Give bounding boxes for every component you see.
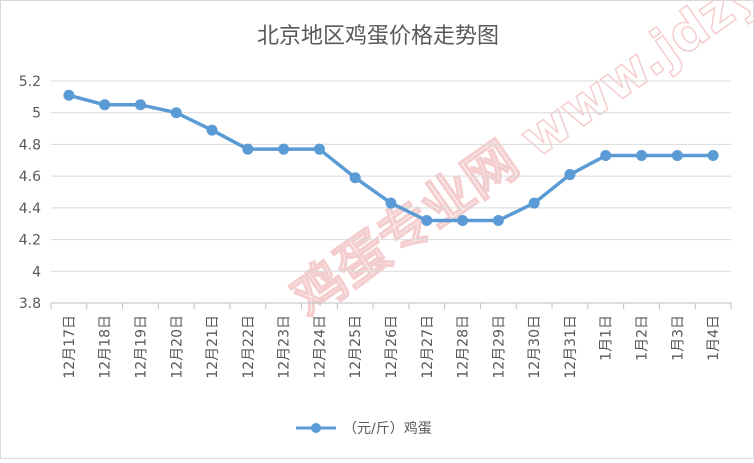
x-tick-label: 12月21日 [205, 315, 221, 379]
data-point[interactable] [206, 124, 218, 136]
x-tick-label: 12月31日 [563, 315, 579, 379]
x-tick-label: 12月22日 [241, 315, 257, 379]
watermark: 鸡蛋专业网 www.jdzyw.com [281, 0, 754, 330]
x-tick-label: 12月30日 [527, 315, 543, 379]
x-axis [50, 302, 732, 309]
legend-label: （元/斤）鸡蛋 [343, 420, 432, 437]
data-point[interactable] [170, 107, 182, 119]
data-point[interactable] [492, 215, 504, 227]
x-tick-label: 12月17日 [62, 315, 78, 379]
data-point[interactable] [457, 215, 469, 227]
y-tick-label: 4.4 [19, 201, 41, 217]
y-tick-label: 3.8 [19, 296, 41, 312]
x-tick-label: 1月1日 [599, 315, 615, 361]
chart-title: 北京地区鸡蛋价格走势图 [257, 24, 499, 49]
x-tick-label: 1月4日 [706, 315, 722, 361]
legend-point-marker [311, 423, 321, 433]
x-tick-label: 12月20日 [169, 315, 185, 379]
data-point[interactable] [134, 99, 146, 111]
data-point[interactable] [707, 150, 719, 162]
x-tick-label: 12月25日 [348, 315, 364, 379]
y-tick-label: 4.6 [19, 169, 41, 185]
x-tick-label: 12月28日 [456, 315, 472, 379]
data-point[interactable] [242, 143, 254, 155]
x-tick-label: 12月29日 [491, 315, 507, 379]
data-point[interactable] [600, 150, 612, 162]
data-point[interactable] [564, 169, 576, 181]
x-axis-ticks: 12月17日 12月18日 12月19日 12月20日 12月21日 12月22日 12月2… [62, 315, 722, 379]
x-tick-label: 12月26日 [384, 315, 400, 379]
watermark-text: 鸡蛋专业网 www.jdzyw.com [282, 1, 753, 329]
y-tick-label: 5 [32, 106, 41, 122]
x-tick-label: 12月19日 [133, 315, 149, 379]
x-tick-label: 12月27日 [420, 315, 436, 379]
data-point[interactable] [421, 215, 433, 227]
data-point[interactable] [278, 143, 290, 155]
series-egg [63, 89, 719, 227]
y-tick-label: 4 [32, 264, 41, 280]
x-tick-label: 1月3日 [670, 315, 686, 361]
x-tick-label: 12月23日 [277, 315, 293, 379]
data-point[interactable] [63, 89, 75, 101]
y-tick-label: 4.8 [19, 137, 41, 153]
data-point[interactable] [636, 150, 648, 162]
data-point[interactable] [313, 143, 325, 155]
data-point[interactable] [99, 99, 111, 111]
y-tick-label: 4.2 [19, 233, 41, 249]
data-point[interactable] [385, 197, 397, 209]
data-point[interactable] [671, 150, 683, 162]
x-tick-label: 12月18日 [98, 315, 114, 379]
y-axis-ticks: 3.8 4 4.2 4.4 4.6 4.8 5 5.2 [19, 74, 41, 312]
x-tick-label: 1月2日 [635, 315, 651, 361]
x-tick-label: 12月24日 [312, 315, 328, 379]
y-tick-label: 5.2 [19, 74, 41, 90]
data-point[interactable] [349, 172, 361, 184]
legend[interactable]: （元/斤）鸡蛋 [296, 420, 432, 437]
data-point[interactable] [528, 197, 540, 209]
